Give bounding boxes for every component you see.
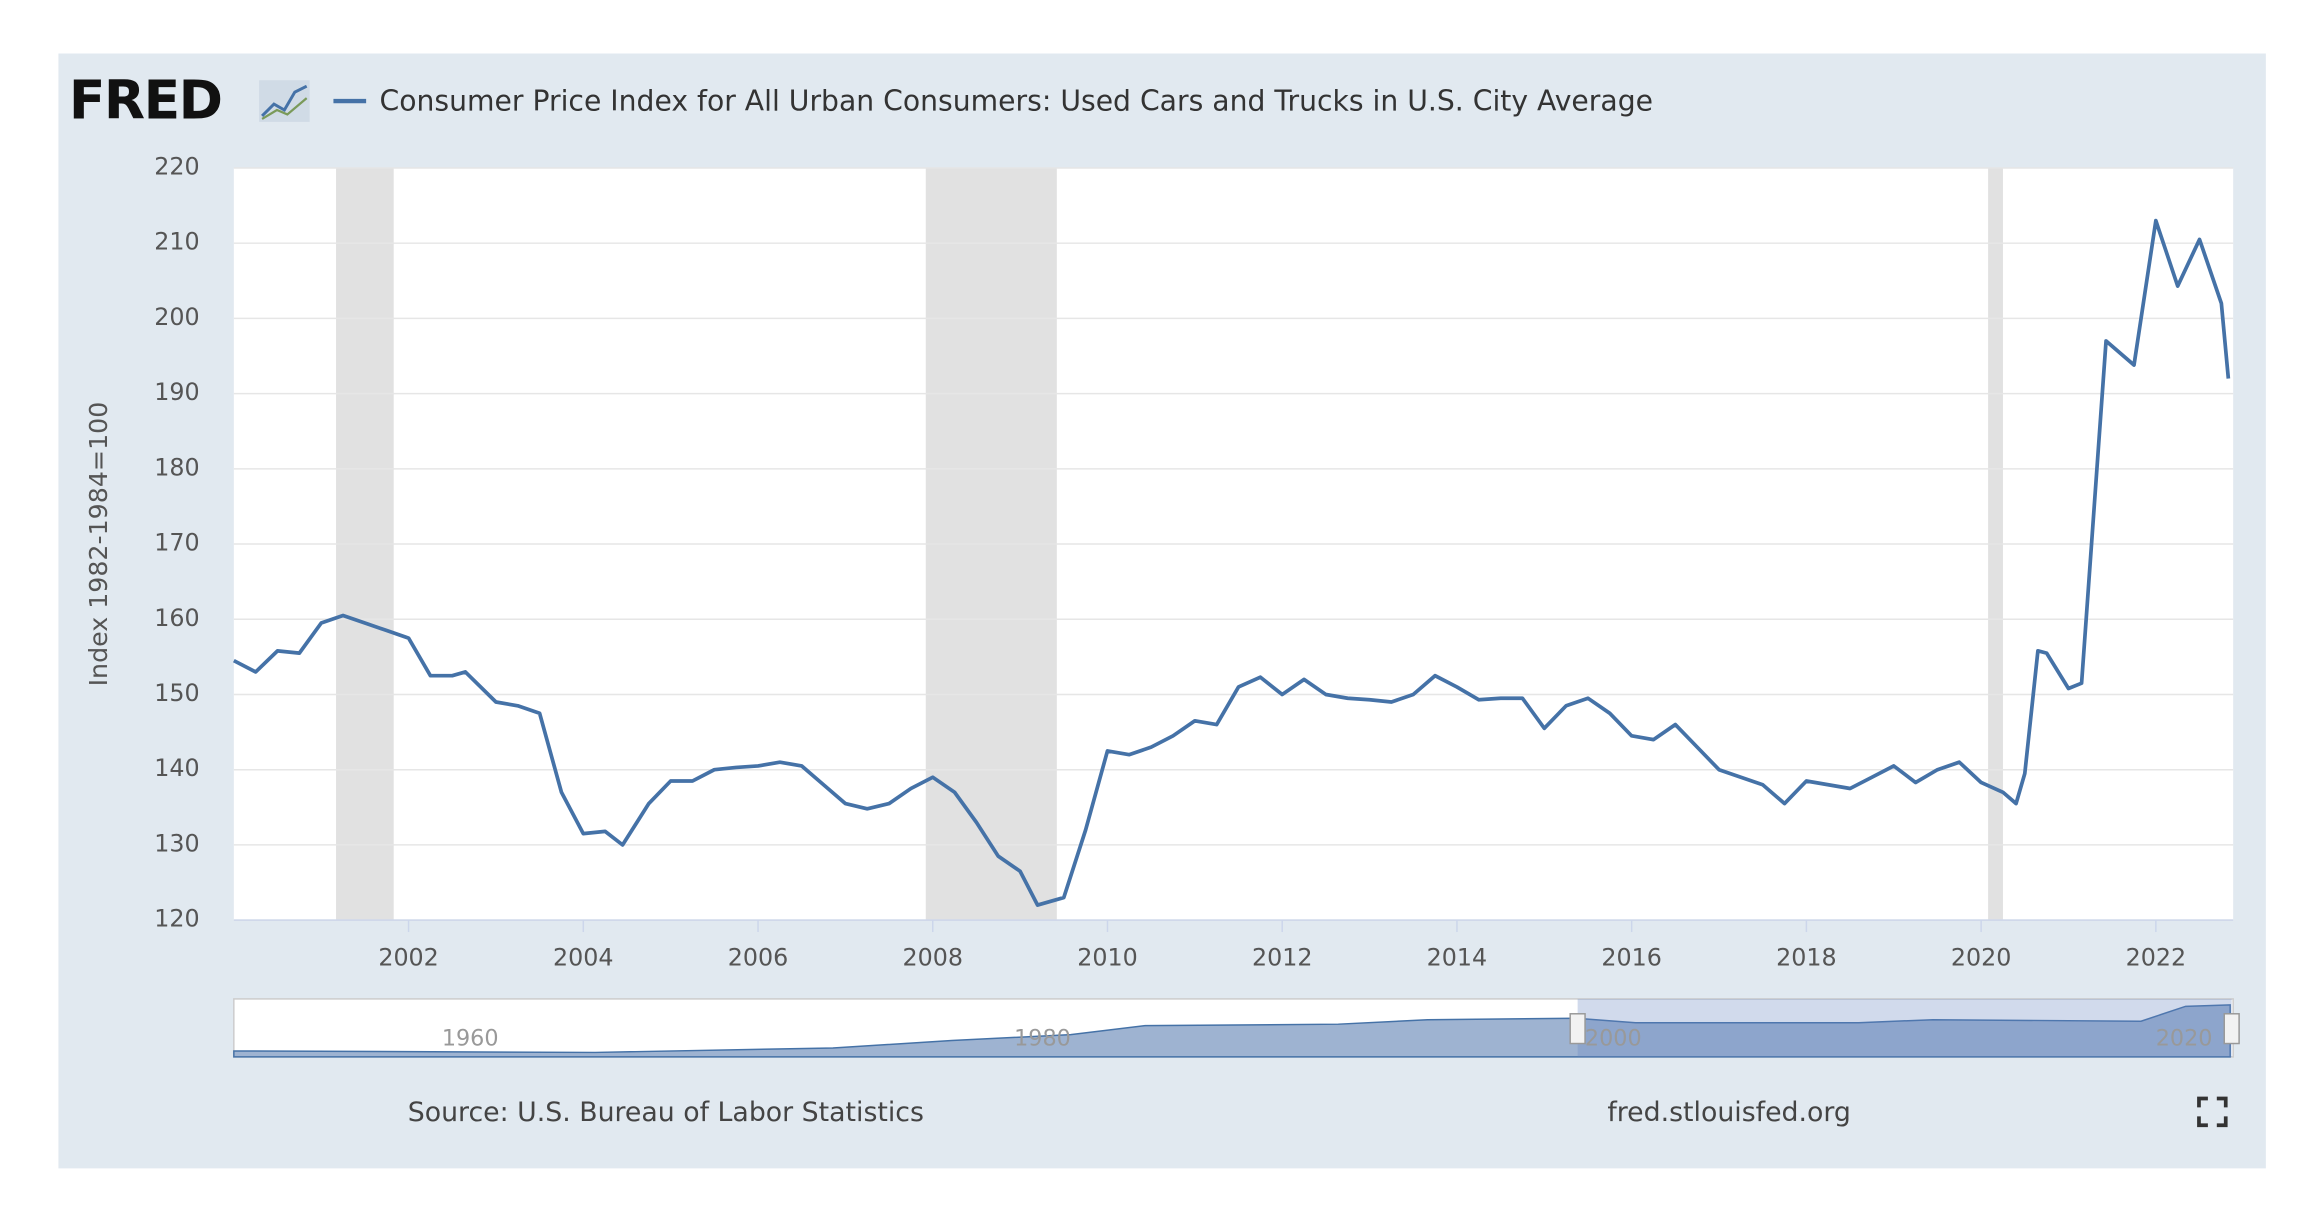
navigator: 1960 1980 2000 2020	[233, 998, 2240, 1058]
x-tick-label: 2006	[728, 943, 788, 971]
x-tick-label: 2014	[1427, 943, 1487, 971]
navigator-label: 2000	[1585, 1026, 1642, 1052]
url: fred.stlouisfed.org	[1607, 1097, 1851, 1128]
navigator-label: 2020	[2156, 1026, 2213, 1052]
logo-icon	[259, 80, 310, 122]
x-tick-label: 2008	[903, 943, 963, 971]
x-tick-label: 2022	[2126, 943, 2186, 971]
x-tick-label: 2012	[1252, 943, 1312, 971]
y-tick-label: 200	[154, 303, 199, 331]
x-tick-label: 2004	[553, 943, 613, 971]
y-tick-label: 120	[154, 905, 199, 933]
source: Source: U.S. Bureau of Labor Statistics	[408, 1097, 924, 1128]
x-tick-label: 2018	[1776, 943, 1836, 971]
y-axis-label: Index 1982-1984=100	[84, 402, 113, 687]
series-line	[232, 218, 2231, 907]
y-tick-label: 210	[154, 228, 199, 256]
plot: 120 130 140 150 160 170 180 190 200 210 220 2002 200…	[154, 152, 2234, 971]
y-tick-label: 220	[154, 152, 199, 180]
y-tick-label: 160	[154, 604, 199, 632]
y-tick-label: 130	[154, 829, 199, 857]
y-tick-label: 140	[154, 754, 199, 782]
legend-label: Consumer Price Index for All Urban Consu…	[380, 85, 1654, 118]
x-tick-label: 2002	[378, 943, 438, 971]
logo: FRED	[69, 69, 222, 132]
x-tick-label: 2016	[1601, 943, 1661, 971]
y-tick-label: 170	[154, 529, 199, 557]
y-tick-label: 190	[154, 378, 199, 406]
fullscreen-button[interactable]	[2197, 1096, 2228, 1128]
x-tick-label: 2020	[1951, 943, 2011, 971]
y-tick-label: 150	[154, 679, 199, 707]
x-tick-label: 2010	[1077, 943, 1137, 971]
y-tick-label: 180	[154, 453, 199, 481]
navigator-label: 1960	[442, 1026, 499, 1052]
navigator-label: 1980	[1014, 1026, 1071, 1052]
